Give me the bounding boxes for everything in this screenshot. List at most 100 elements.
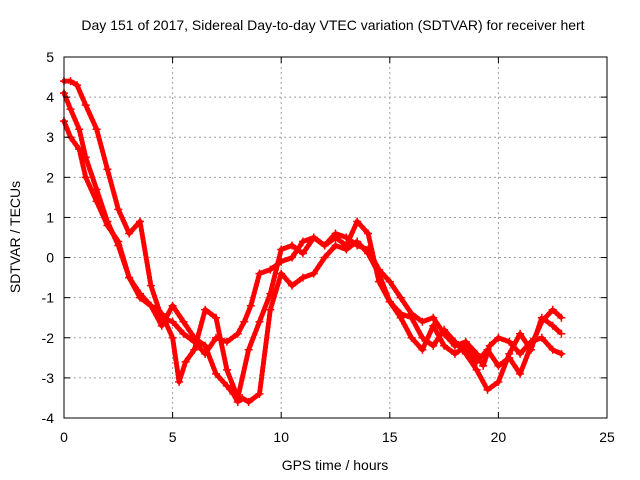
x-tick-label: 5 xyxy=(169,429,177,445)
data-point xyxy=(472,357,481,366)
series-group xyxy=(60,77,566,406)
plot-frame xyxy=(63,56,608,419)
data-point xyxy=(212,313,221,322)
data-point xyxy=(505,337,514,346)
data-point xyxy=(288,241,297,250)
data-point xyxy=(222,337,231,346)
data-point xyxy=(244,345,253,354)
data-point xyxy=(396,293,405,302)
data-point xyxy=(81,101,90,110)
y-tick-label: 3 xyxy=(46,129,54,145)
data-point xyxy=(557,329,566,338)
data-point xyxy=(364,229,373,238)
data-point xyxy=(136,217,145,226)
y-axis-label: SDTVAR / TECUs xyxy=(7,181,23,293)
data-point xyxy=(125,273,134,282)
y-tick-label: 1 xyxy=(46,209,54,225)
data-point xyxy=(75,145,84,154)
data-point xyxy=(385,277,394,286)
data-point xyxy=(255,269,264,278)
data-point xyxy=(320,253,329,262)
data-point xyxy=(146,281,155,290)
data-point xyxy=(374,269,383,278)
x-tick-label: 0 xyxy=(60,429,68,445)
chart-title: Day 151 of 2017, Sidereal Day-to-day VTE… xyxy=(81,17,584,33)
data-point xyxy=(201,305,210,314)
data-point xyxy=(125,229,134,238)
data-point xyxy=(255,389,264,398)
series-line-3 xyxy=(61,118,564,405)
data-point xyxy=(526,341,535,350)
data-point xyxy=(479,361,488,370)
x-tick-label: 25 xyxy=(599,429,615,445)
x-tick-label: 20 xyxy=(491,429,507,445)
data-point xyxy=(537,333,546,342)
data-point xyxy=(472,365,481,374)
data-point xyxy=(103,221,112,230)
data-point xyxy=(298,249,307,258)
data-point xyxy=(485,341,494,350)
data-point xyxy=(331,233,340,242)
data-point xyxy=(309,269,318,278)
data-point xyxy=(212,369,221,378)
data-point xyxy=(342,245,351,254)
data-point xyxy=(255,317,264,326)
data-point xyxy=(179,329,188,338)
data-point xyxy=(168,301,177,310)
data-point xyxy=(66,77,75,86)
data-point xyxy=(557,349,566,358)
data-point xyxy=(516,329,525,338)
data-point xyxy=(298,273,307,282)
data-point xyxy=(92,197,101,206)
data-point xyxy=(407,333,416,342)
data-point xyxy=(277,245,286,254)
data-point xyxy=(353,217,362,226)
data-point xyxy=(92,185,101,194)
data-point xyxy=(190,333,199,342)
data-point xyxy=(440,325,449,334)
data-point xyxy=(494,361,503,370)
data-point xyxy=(353,237,362,246)
data-point xyxy=(418,317,427,326)
data-point xyxy=(229,389,238,398)
data-point xyxy=(277,269,286,278)
data-point xyxy=(407,313,416,322)
data-point xyxy=(222,381,231,390)
data-point xyxy=(103,165,112,174)
data-point xyxy=(537,317,546,326)
data-point xyxy=(266,265,275,274)
data-point xyxy=(233,397,242,406)
data-point xyxy=(114,205,123,214)
data-point xyxy=(440,341,449,350)
data-point xyxy=(364,249,373,258)
data-point xyxy=(266,305,275,314)
y-tick-label: -4 xyxy=(42,410,55,426)
data-point xyxy=(385,297,394,306)
data-point xyxy=(548,305,557,314)
data-point xyxy=(548,345,557,354)
data-point xyxy=(298,237,307,246)
data-point xyxy=(418,345,427,354)
y-tick-label: 0 xyxy=(46,250,54,266)
data-point xyxy=(483,385,492,394)
y-tick-label: 2 xyxy=(46,169,54,185)
data-point xyxy=(429,313,438,322)
data-point xyxy=(516,369,525,378)
data-point xyxy=(66,105,75,114)
y-tick-label: -1 xyxy=(42,290,55,306)
data-point xyxy=(75,125,84,134)
y-tick-label: -2 xyxy=(42,330,55,346)
data-point xyxy=(418,333,427,342)
data-point xyxy=(548,321,557,330)
data-point xyxy=(181,357,190,366)
x-axis-label: GPS time / hours xyxy=(282,457,389,473)
data-point xyxy=(136,293,145,302)
data-point xyxy=(240,317,249,326)
data-point xyxy=(396,313,405,322)
data-point xyxy=(233,329,242,338)
x-tick-label: 15 xyxy=(382,429,398,445)
data-point xyxy=(157,321,166,330)
data-point xyxy=(483,345,492,354)
y-tick-label: -3 xyxy=(42,370,55,386)
